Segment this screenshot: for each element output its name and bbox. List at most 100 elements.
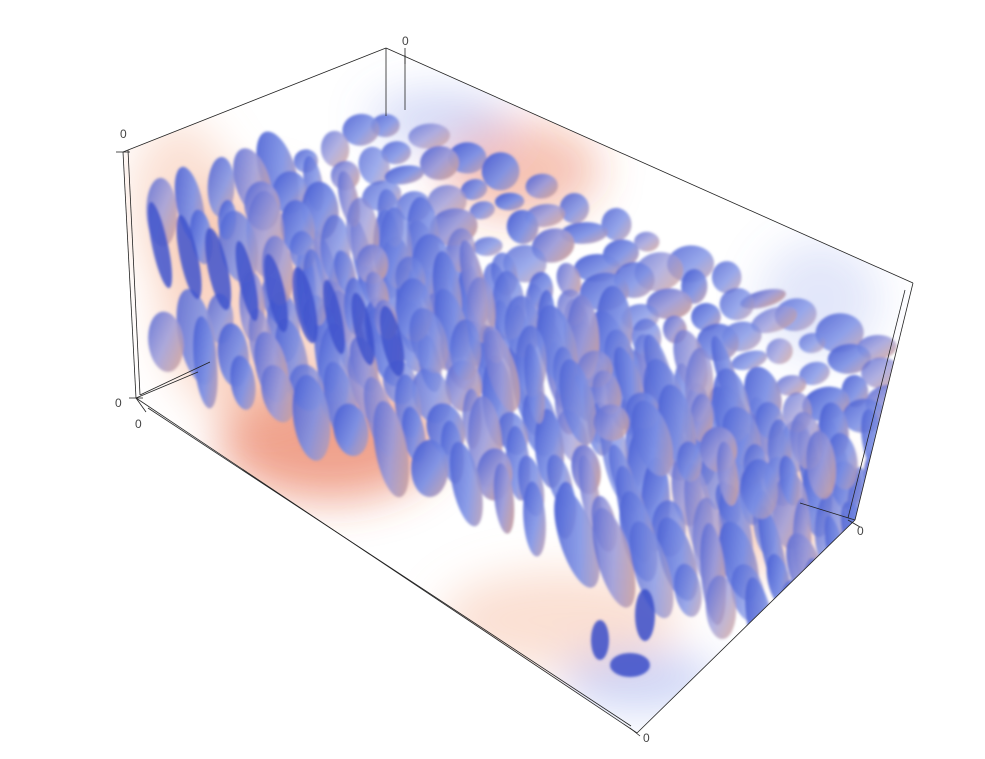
isosurface-blob (864, 549, 889, 599)
tick-labels: 0 0 0 0 0 0 (115, 34, 864, 745)
isosurface-blob (779, 455, 800, 506)
isosurface-blob (147, 201, 173, 289)
isosurface-blob (554, 488, 600, 588)
isosurface-blob (629, 521, 674, 619)
box-edge-bottom-right (636, 519, 856, 734)
isosurface-blob (356, 244, 389, 284)
tick-label-left-bottom: 0 (115, 396, 122, 410)
isosurface-blob (827, 547, 865, 617)
isosurface-blob (592, 370, 622, 415)
tick-label-left-top: 0 (120, 127, 127, 141)
isosurface-blob (523, 481, 546, 557)
isosurface-blob (775, 375, 807, 396)
isosurface-blob (719, 287, 755, 321)
bounding-box (122, 47, 914, 734)
tick-mark-right (847, 519, 861, 528)
isosurface-blob (420, 145, 459, 181)
box-edge-bottom-front-inner (147, 407, 632, 727)
tick-label-right: 0 (857, 524, 864, 538)
box-edge-vertical-left-inner (127, 149, 141, 396)
isosurface-blob (342, 113, 380, 146)
isosurface-blob (711, 261, 742, 294)
isosurface-blob (235, 240, 259, 322)
isosurface-blob (646, 288, 693, 320)
isosurface-blob (320, 130, 350, 167)
isosurface-blob (815, 313, 864, 353)
isosurface-blob (601, 207, 632, 241)
isosurface-blob (610, 653, 650, 677)
tick-label-top: 0 (402, 34, 409, 48)
isosurface-blob (230, 355, 256, 410)
isosurface-blob (741, 459, 778, 519)
tick-marks (116, 48, 861, 737)
isosurface-blob (799, 361, 830, 386)
isosurface-blob (176, 214, 202, 300)
isosurface-blob (261, 365, 295, 423)
tick-label-front-left: 0 (135, 417, 142, 431)
isosurface-blob (766, 338, 793, 365)
isosurface-blob (705, 575, 737, 640)
box-edge-top-back (385, 47, 914, 284)
isosurface-blob (873, 458, 900, 544)
box-edge-bottom-left-inner (139, 361, 211, 396)
box-edge-bottom-left (135, 371, 199, 399)
isosurface-blob (351, 292, 375, 366)
isosurface-blob (384, 165, 425, 185)
isosurface-blob (379, 305, 405, 377)
isosurface-blob (525, 173, 558, 199)
isosurface-blob (779, 580, 805, 648)
isosurface-blob (674, 563, 702, 617)
box-edge-right (854, 282, 914, 521)
isosurface-blob (716, 441, 739, 506)
box-edge-right-inner (847, 289, 906, 519)
isosurface-blob (411, 439, 449, 497)
isosurface-blob (556, 262, 582, 297)
isosurface-blob (333, 403, 369, 457)
tick-label-bottom: 0 (643, 731, 650, 745)
isosurface-blob (449, 441, 483, 527)
isosurface-blob (677, 441, 702, 482)
isosurface-blobs (146, 113, 913, 677)
isosurface-blob (322, 279, 346, 355)
isosurface-blob (690, 393, 714, 442)
isosurface-blob (469, 201, 495, 220)
isosurface-blob (204, 227, 232, 311)
isosurface-blob (449, 319, 482, 381)
isosurface-blob (731, 350, 768, 371)
isosurface-blob (631, 400, 674, 477)
isosurface-blob (751, 306, 798, 334)
isosurface-blob (801, 557, 826, 649)
isosurface-blob (373, 400, 410, 498)
isosurface-blob (591, 620, 609, 660)
tick-mark-bottom (629, 727, 641, 737)
isosurface-blob (193, 316, 218, 409)
isosurface-blob (483, 329, 521, 412)
isosurface-blob (827, 343, 872, 374)
isosurface-blob (634, 231, 660, 252)
isosurface-blob (806, 430, 836, 499)
isosurface-blob (358, 146, 390, 185)
isosurface-blob (292, 266, 318, 344)
isosurface-blob (524, 343, 545, 424)
box-edge-front-right (799, 502, 856, 521)
isosurface-blob (263, 253, 289, 333)
isosurface-blob (798, 332, 826, 354)
box-edge-vertical-left (122, 151, 137, 399)
isosurface-blob (635, 589, 655, 641)
isosurface-blob (493, 463, 515, 534)
isosurface-blob (691, 302, 721, 331)
isosurface-blob (408, 123, 451, 149)
box-edge-top-left (122, 47, 387, 153)
isosurface-blob (409, 307, 449, 373)
isosurface-blob (592, 507, 636, 608)
isosurface-blob (473, 237, 503, 256)
isosurface-blob (381, 141, 411, 165)
isosurface-blob (559, 193, 590, 224)
isosurface-blob (292, 374, 331, 461)
isosurface-blob (593, 404, 630, 441)
isosurface-blob (460, 178, 488, 201)
isosurface-blob (559, 359, 597, 446)
isosurface-blob (148, 311, 184, 372)
isosurface-blob (506, 209, 539, 244)
